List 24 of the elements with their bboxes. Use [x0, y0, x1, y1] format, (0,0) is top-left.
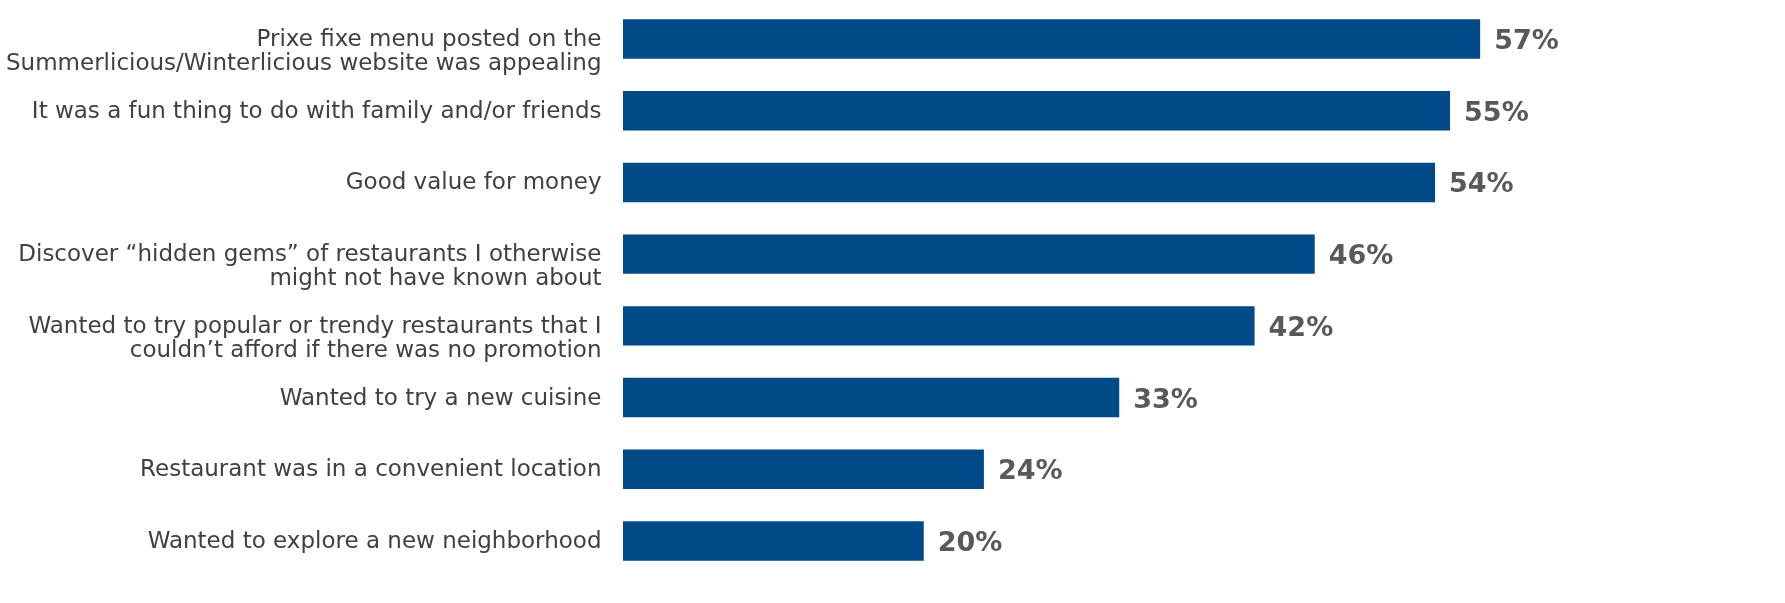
bar — [623, 377, 1120, 418]
data-label: 57% — [1494, 24, 1559, 56]
y-tick-label: Discover “hidden gems” of restaurants I otherwise might not have known about — [18, 240, 602, 291]
y-tick-label: Wanted to explore a new neighborhood — [147, 526, 602, 553]
bar — [623, 91, 1451, 131]
y-tick-label: Prixe fixe menu posted on the Summerlicious/Winterlicious website was appealing — [6, 25, 602, 76]
bar — [623, 449, 984, 489]
data-label: 46% — [1328, 239, 1394, 271]
bar — [623, 521, 924, 561]
y-tick-label: Wanted to try a new cuisine — [279, 383, 602, 410]
y-tick-label: Good value for money — [345, 168, 602, 195]
y-tick-label: Restaurant was in a convenient location — [140, 455, 602, 482]
data-label: 24% — [997, 454, 1063, 486]
y-tick-label: It was a fun thing to do with family and/or friends — [31, 96, 602, 123]
data-label: 55% — [1464, 95, 1529, 127]
data-label: 42% — [1268, 310, 1334, 342]
bar — [623, 19, 1481, 59]
data-label: 33% — [1133, 382, 1198, 414]
bar — [623, 162, 1436, 203]
bar — [623, 306, 1255, 346]
data-label: 54% — [1449, 167, 1514, 199]
y-tick-label: Wanted to try popular or trendy restaurants that I couldn’t afford if there was no promotion — [28, 311, 602, 362]
bar — [623, 234, 1315, 274]
data-label: 20% — [937, 525, 1003, 557]
